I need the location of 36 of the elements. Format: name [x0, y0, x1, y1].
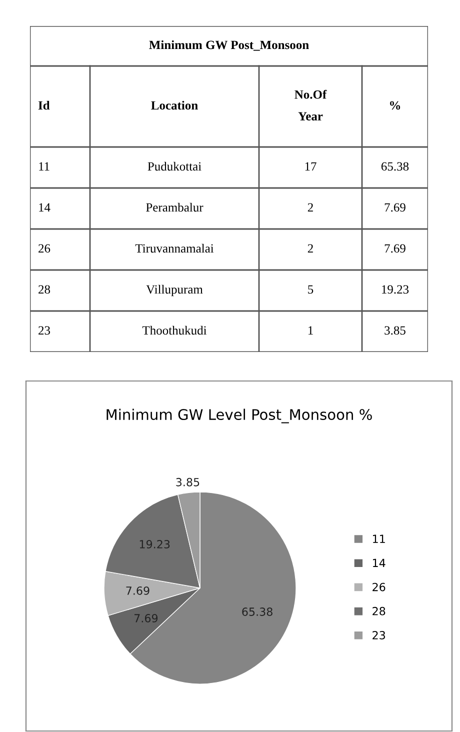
- category-label: Id: [38, 100, 50, 110]
- data-label: 65.38: [242, 608, 272, 616]
- data-label: 19.23: [140, 540, 170, 548]
- legend-label: 26: [372, 582, 386, 592]
- text: Perambalur: [146, 202, 204, 212]
- text: 5: [308, 285, 314, 294]
- text: 65.38: [381, 162, 409, 171]
- data-label: 7.69: [126, 586, 150, 595]
- category-label: %: [390, 101, 400, 110]
- text: 11: [39, 162, 50, 171]
- text: Villupuram: [146, 284, 203, 296]
- text: 2: [308, 244, 313, 253]
- legend-label: 28: [372, 606, 386, 616]
- category-label: No.Of Year: [294, 90, 327, 120]
- legend-label: 11: [373, 534, 385, 543]
- text: Minimum GW Post_Monsoon: [149, 40, 309, 51]
- text: 7.69: [384, 203, 406, 212]
- text: 3.85: [384, 326, 406, 335]
- text: Thoothukudi: [142, 326, 207, 335]
- legend-label: 23: [372, 630, 386, 640]
- text: 28: [38, 285, 50, 294]
- legend-label: 14: [373, 558, 386, 567]
- text: 17: [305, 162, 316, 171]
- chart-title: Minimum GW Level Post_Monsoon %: [106, 408, 372, 424]
- text: 2: [308, 203, 313, 212]
- text: Tiruvannamalai: [135, 244, 214, 253]
- text: 23: [38, 326, 50, 335]
- text: 14: [39, 203, 50, 212]
- data-label: 7.69: [134, 614, 158, 622]
- category-label: Location: [151, 100, 198, 110]
- text: Pudukottai: [148, 162, 202, 171]
- text: 1: [308, 326, 313, 335]
- text: 26: [38, 244, 50, 253]
- text: 7.69: [384, 244, 406, 253]
- text: 19.23: [382, 285, 409, 294]
- data-label: 3.85: [176, 478, 200, 486]
